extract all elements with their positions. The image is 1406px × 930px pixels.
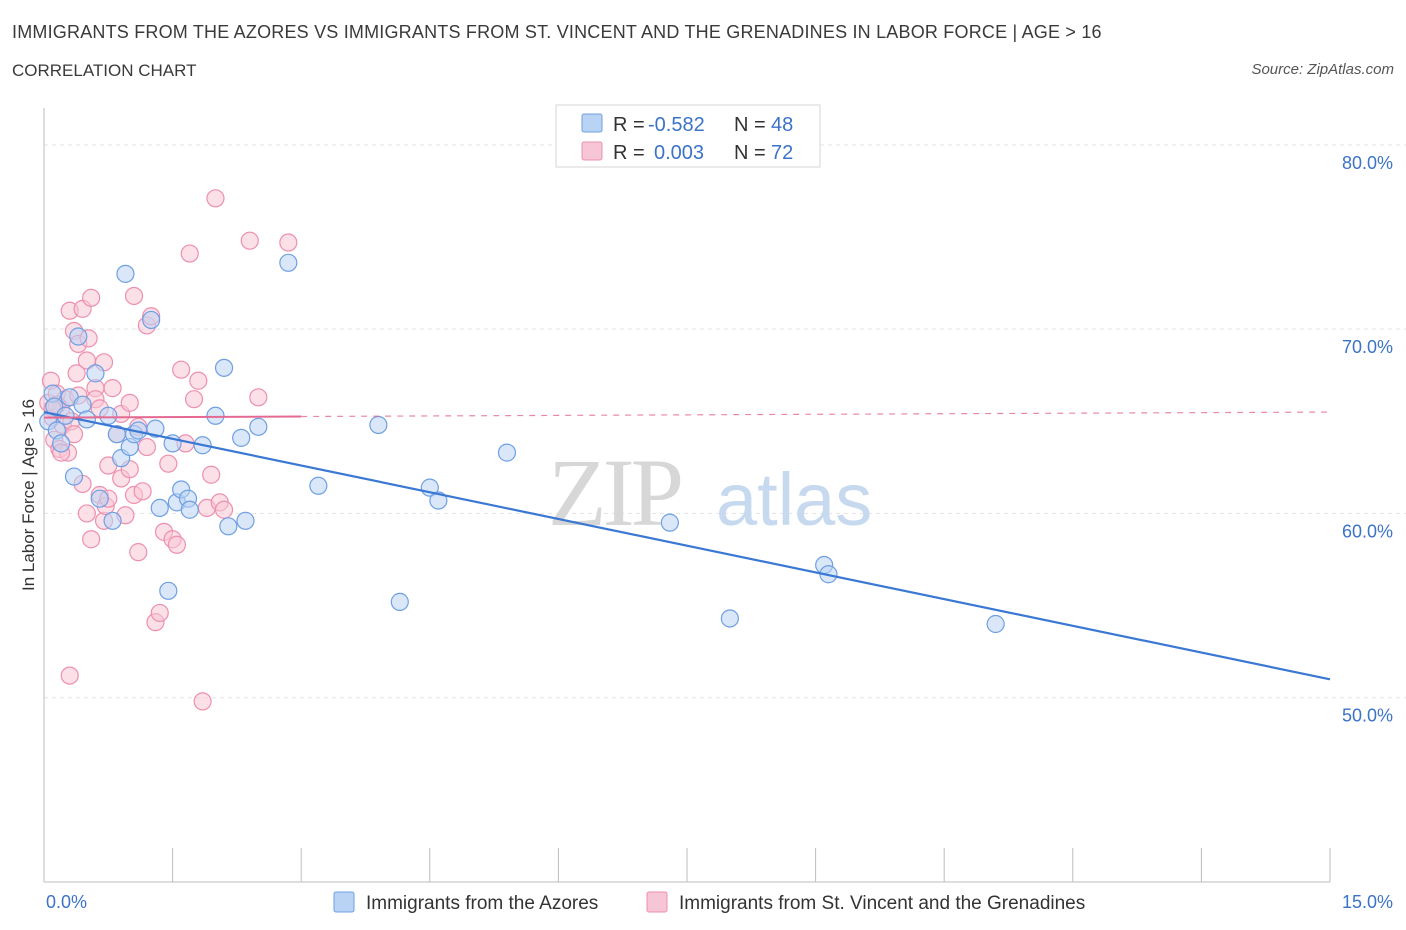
point-stvincent [172, 360, 191, 379]
source-label: Source: ZipAtlas.com [1251, 61, 1394, 78]
trend-line-stvincent-extension [301, 411, 1331, 418]
point-azores [150, 498, 169, 517]
y-tick-label-60: 60.0% [1342, 521, 1393, 541]
stats-r-value-azores: -0.582 [648, 114, 705, 136]
point-stvincent [206, 189, 225, 208]
point-stvincent [180, 244, 199, 263]
stats-n-value-stvincent: 72 [771, 142, 793, 164]
point-stvincent [189, 371, 208, 390]
point-stvincent [82, 288, 101, 307]
point-stvincent [64, 425, 84, 444]
grid-layer [44, 144, 1406, 882]
point-stvincent [129, 543, 148, 562]
point-azores [214, 358, 234, 377]
point-stvincent [124, 286, 144, 306]
point-stvincent [60, 666, 79, 685]
chart-title: IMMIGRANTS FROM THE AZORES VS IMMIGRANTS… [12, 22, 1102, 42]
y-tick-label-70: 70.0% [1342, 337, 1393, 357]
point-azores [219, 517, 238, 536]
point-azores [90, 489, 109, 508]
stats-n-value-azores: 48 [771, 114, 793, 136]
point-stvincent [202, 465, 221, 484]
point-azores [103, 511, 122, 530]
chart-subtitle: CORRELATION CHART [12, 61, 197, 80]
trend-line-azores [43, 410, 1331, 681]
point-azores [64, 467, 84, 486]
point-azores [99, 406, 118, 425]
stats-r-label-stvincent: R = [613, 142, 645, 164]
point-stvincent [103, 379, 122, 398]
labels-layer: 0.0% 15.0% 50.0% 60.0% 70.0% 80.0% In La… [19, 153, 1393, 912]
point-azores [206, 406, 225, 425]
watermark: ZIP atlas [548, 439, 872, 546]
stats-r-label-azores: R = [613, 114, 645, 136]
point-azores [146, 419, 165, 438]
stats-swatch-azores [581, 113, 603, 133]
point-azores [986, 614, 1005, 634]
x-tick-label-max: 15.0% [1342, 892, 1393, 912]
point-stvincent [249, 388, 268, 407]
point-stvincent [120, 393, 139, 412]
point-azores [232, 428, 251, 447]
point-azores [69, 327, 88, 346]
series-legend: Immigrants from the Azores Immigrants fr… [333, 891, 1085, 914]
y-tick-label-80: 80.0% [1342, 153, 1393, 173]
point-azores [142, 310, 161, 330]
point-azores [279, 253, 298, 272]
point-stvincent [193, 692, 212, 711]
watermark-zip: ZIP [548, 439, 681, 546]
point-azores [236, 511, 255, 530]
stats-legend: R = -0.582 N = 48 R = 0.003 N = 72 [555, 104, 821, 168]
point-azores [309, 476, 328, 495]
point-azores [86, 364, 105, 383]
point-azores [52, 434, 71, 453]
point-azores [249, 417, 268, 436]
y-axis-title: In Labor Force | Age > 16 [19, 399, 38, 591]
legend-swatch-stvincent [646, 891, 668, 913]
point-azores [116, 264, 135, 283]
point-azores [390, 592, 409, 611]
legend-label-stvincent: Immigrants from St. Vincent and the Gren… [679, 893, 1085, 914]
point-azores [497, 443, 517, 462]
point-azores [660, 513, 679, 532]
point-azores [159, 581, 178, 600]
stats-n-label-azores: N = [734, 114, 766, 136]
point-stvincent [167, 535, 186, 554]
point-azores [180, 500, 199, 519]
stats-r-value-stvincent: 0.003 [654, 142, 704, 164]
points-layer [39, 189, 1005, 711]
watermark-atlas: atlas [716, 458, 872, 541]
axis-layer [43, 108, 1330, 883]
point-stvincent [133, 482, 152, 501]
y-tick-label-50: 50.0% [1342, 706, 1393, 726]
trend-line-stvincent [43, 415, 302, 419]
point-stvincent [214, 500, 234, 519]
point-stvincent [137, 437, 156, 457]
point-stvincent [279, 233, 298, 252]
point-azores [429, 491, 448, 510]
stats-swatch-stvincent [581, 141, 603, 161]
stats-n-label-stvincent: N = [734, 142, 766, 164]
point-azores [369, 415, 388, 435]
point-stvincent [159, 454, 178, 473]
x-tick-label-min: 0.0% [46, 892, 87, 912]
point-stvincent [82, 530, 101, 549]
legend-label-azores: Immigrants from the Azores [366, 893, 598, 914]
point-stvincent [150, 603, 169, 623]
trend-layer [43, 410, 1331, 681]
point-stvincent [184, 390, 204, 409]
point-stvincent [240, 231, 259, 250]
point-stvincent [67, 364, 86, 383]
legend-swatch-azores [333, 891, 355, 913]
point-azores [720, 609, 739, 628]
point-stvincent [77, 504, 96, 523]
